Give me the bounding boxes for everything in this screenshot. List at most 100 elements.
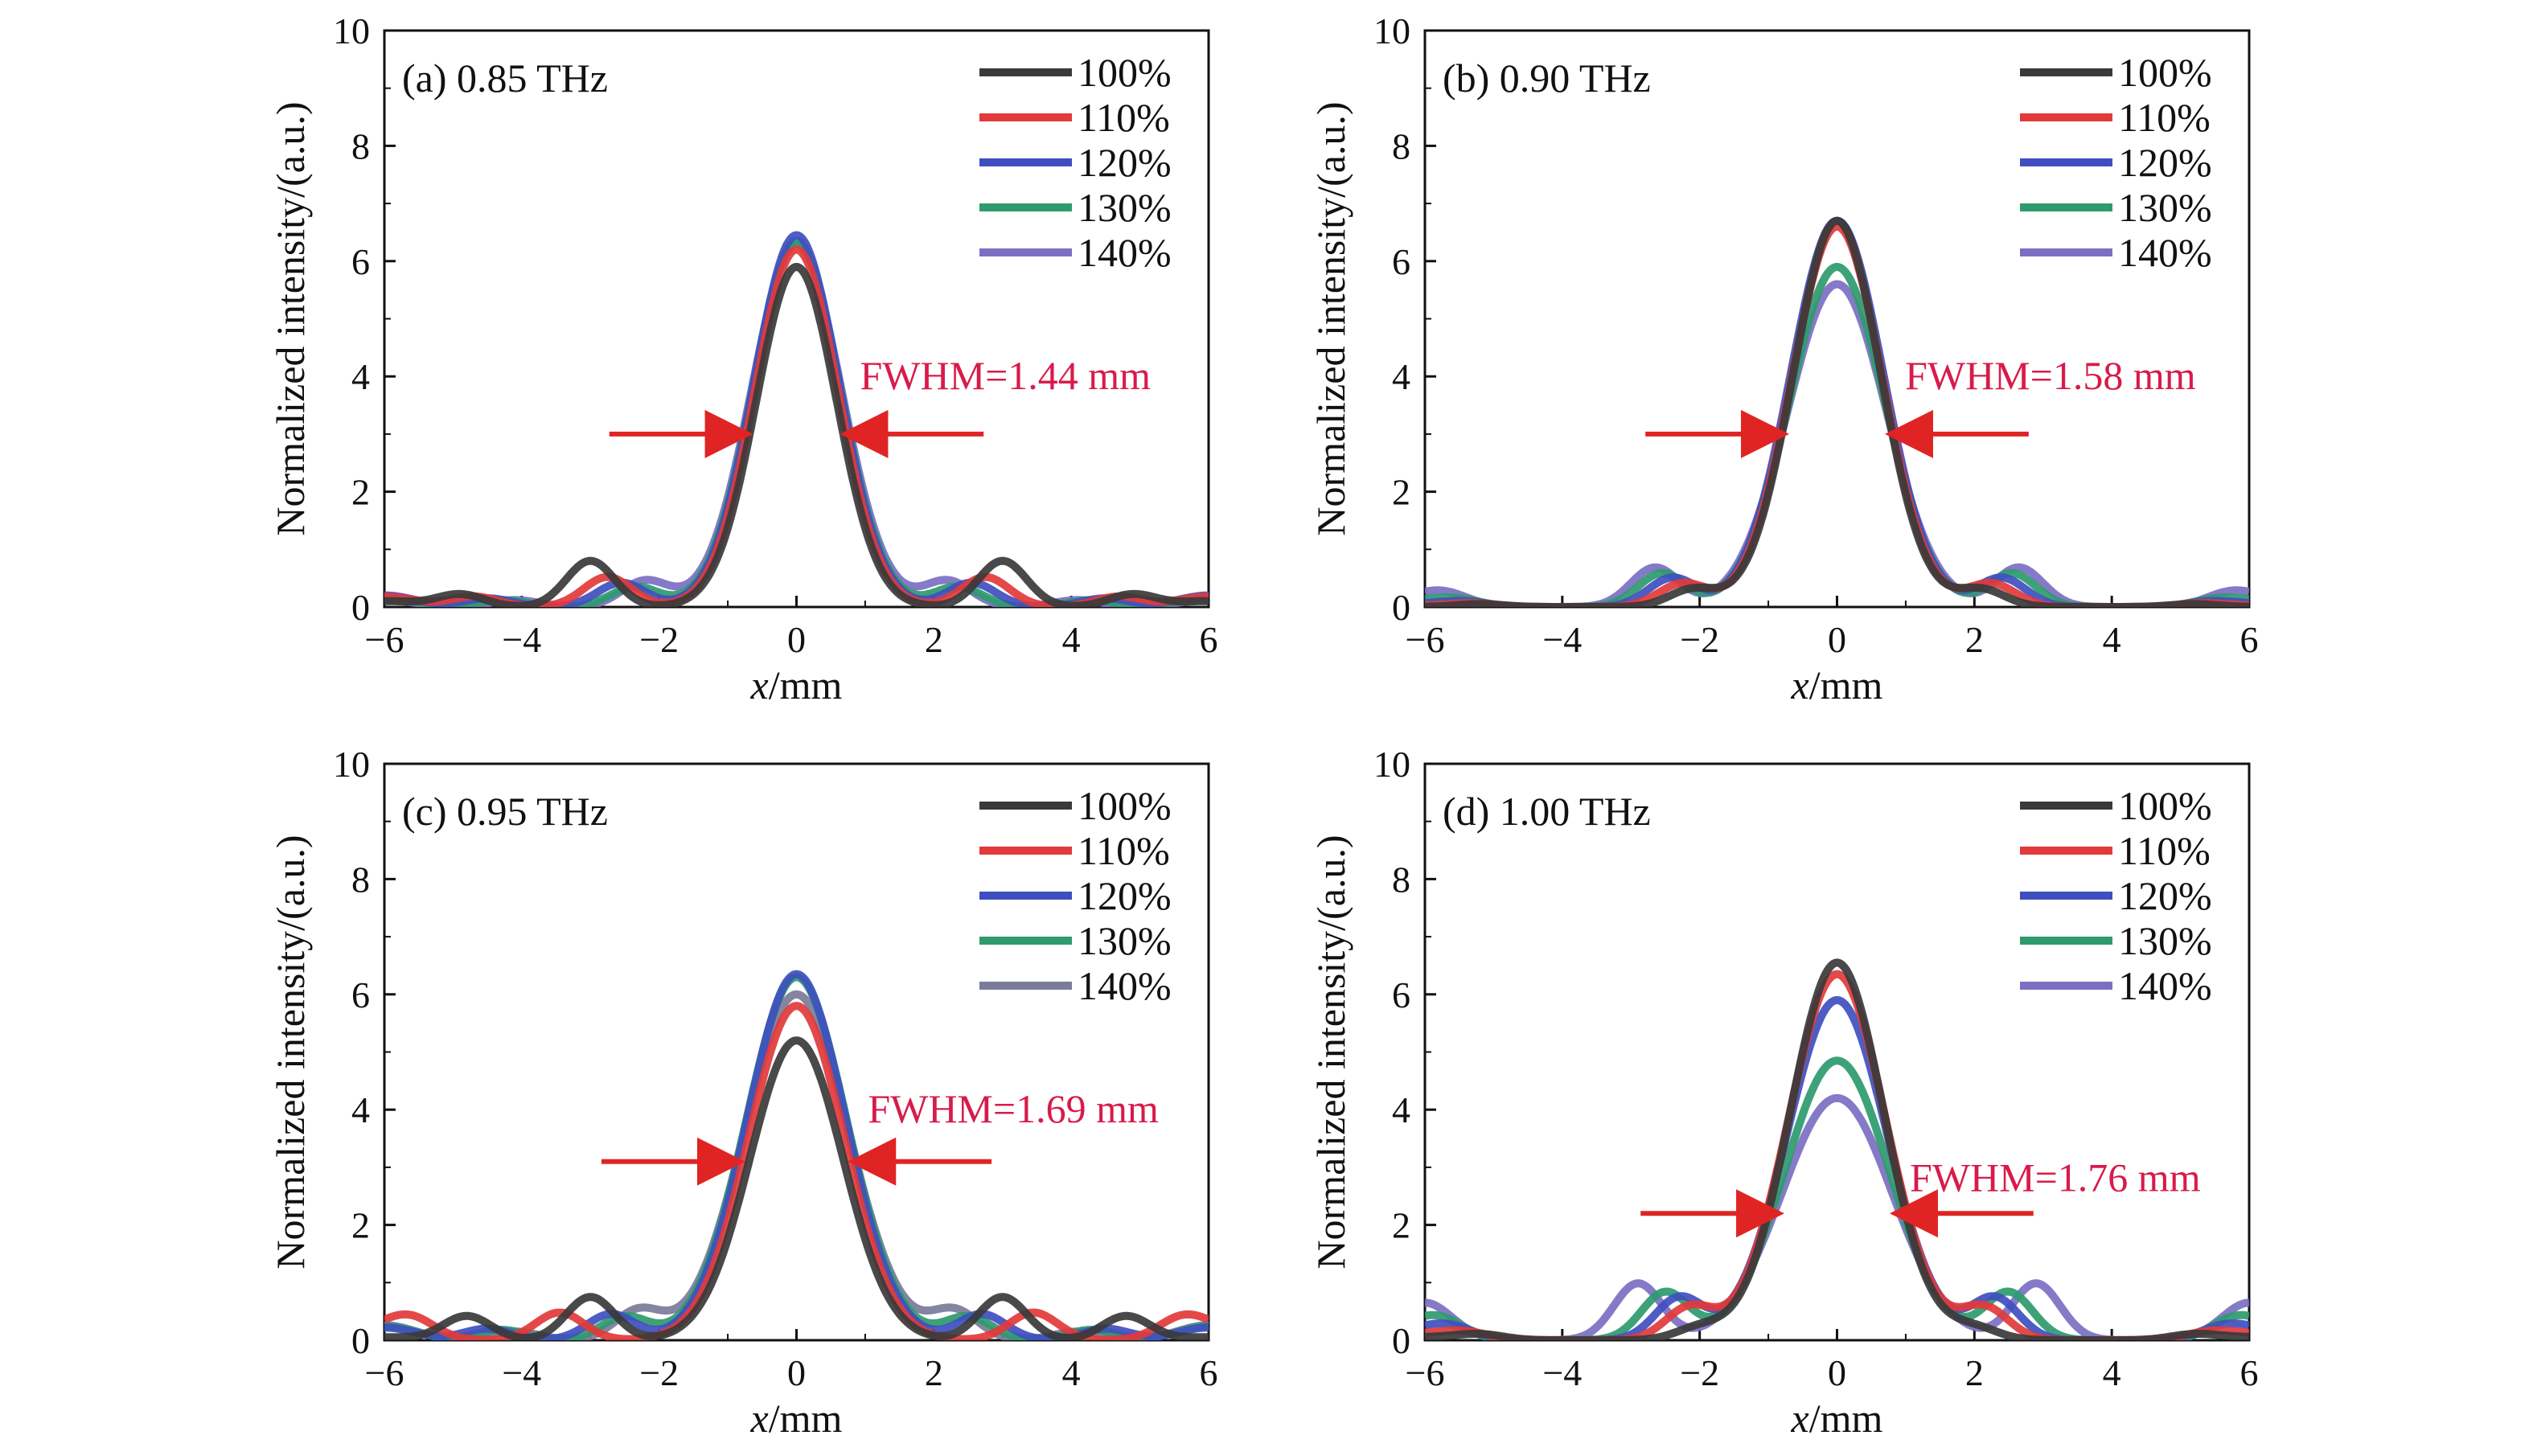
- series-line-140pct: [1425, 280, 2249, 607]
- x-tick-label: 4: [1062, 1352, 1081, 1393]
- series-line-120pct: [384, 970, 1209, 1340]
- series-line-140pct: [1425, 1093, 2249, 1340]
- series-group: [384, 231, 1209, 607]
- y-tick-label: 10: [1373, 10, 1410, 51]
- series-line-130pct: [1425, 263, 2249, 607]
- legend-label: 100%: [2118, 783, 2212, 828]
- y-tick-label: 8: [351, 125, 370, 166]
- legend-label: 120%: [2118, 873, 2212, 918]
- x-tick-label: −2: [1680, 1352, 1719, 1393]
- fwhm-annotation: FWHM=1.58 mm: [1905, 353, 2196, 398]
- y-tick-label: 2: [351, 472, 370, 513]
- legend-label: 130%: [2118, 185, 2212, 230]
- x-tick-label: 0: [787, 619, 806, 660]
- legend-label: 100%: [1078, 783, 1172, 828]
- legend-label: 110%: [2118, 828, 2211, 873]
- x-axis-label: x/mm: [750, 1396, 843, 1441]
- y-tick-label: 0: [351, 587, 370, 628]
- panel-label: (a) 0.85 THz: [402, 55, 608, 100]
- x-axis-label-unit: /mm: [769, 1396, 843, 1441]
- x-tick-label: −4: [1542, 1352, 1582, 1393]
- y-tick-label: 8: [351, 859, 370, 900]
- x-tick-label: 4: [2103, 619, 2121, 660]
- series-line-110pct: [384, 1002, 1209, 1340]
- x-tick-label: −2: [639, 1352, 679, 1393]
- x-tick-label: −2: [639, 619, 679, 660]
- y-tick-label: 0: [1392, 587, 1410, 628]
- series-line-120pct: [1425, 216, 2249, 607]
- x-tick-label: −6: [365, 619, 404, 660]
- x-tick-label: 0: [1828, 619, 1846, 660]
- x-tick-label: −4: [1542, 619, 1582, 660]
- y-tick-label: 4: [1392, 1089, 1410, 1130]
- y-tick-label: 6: [1392, 241, 1410, 282]
- series-line-130pct: [384, 973, 1209, 1340]
- y-tick-label: 8: [1392, 859, 1410, 900]
- y-tick-label: 6: [351, 974, 370, 1015]
- y-tick-label: 10: [1373, 744, 1410, 785]
- y-tick-label: 4: [351, 1089, 370, 1130]
- x-axis-label-unit: /mm: [1809, 662, 1883, 707]
- x-tick-label: 6: [2240, 619, 2259, 660]
- x-axis-label-variable: x: [1791, 1396, 1809, 1441]
- chart-panel-3: −6 −4 −2 0 2 4 6 0 2 4 6 8 10 x/mm Normalized intensit…: [268, 744, 1218, 1441]
- y-axis-label: Normalized intensity/(a.u.): [1308, 101, 1353, 535]
- chart-panel-1: −6 −4 −2 0 2 4 6 0 2 4 6 8 10 x/mm Normalized intensit…: [268, 10, 1218, 707]
- x-tick-label: −2: [1680, 619, 1719, 660]
- series-line-120pct: [1425, 996, 2249, 1340]
- x-axis-label: x/mm: [750, 662, 843, 707]
- x-axis-label: x/mm: [1791, 1396, 1883, 1441]
- panel-label: (c) 0.95 THz: [402, 789, 608, 834]
- series-line-120pct: [384, 231, 1209, 607]
- legend-label: 140%: [1078, 230, 1172, 275]
- panel-label: (d) 1.00 THz: [1443, 789, 1651, 834]
- x-axis-label-unit: /mm: [1809, 1396, 1883, 1441]
- x-tick-label: 4: [2103, 1352, 2121, 1393]
- x-tick-label: 6: [1200, 1352, 1218, 1393]
- series-line-140pct: [384, 990, 1209, 1340]
- x-axis-label: x/mm: [1791, 662, 1883, 707]
- fwhm-annotation: FWHM=1.44 mm: [860, 353, 1152, 398]
- series-line-110pct: [384, 245, 1209, 607]
- x-tick-label: 2: [1965, 1352, 1984, 1393]
- series-group: [1425, 958, 2249, 1340]
- x-tick-label: 6: [2240, 1352, 2259, 1393]
- x-axis-label-unit: /mm: [769, 662, 843, 707]
- x-tick-label: −6: [365, 1352, 404, 1393]
- y-tick-label: 2: [1392, 1205, 1410, 1246]
- legend-label: 100%: [2118, 50, 2212, 95]
- y-tick-label: 2: [1392, 472, 1410, 513]
- legend-label: 130%: [1078, 185, 1172, 230]
- x-tick-label: 0: [787, 1352, 806, 1393]
- y-tick-label: 6: [351, 241, 370, 282]
- x-tick-label: 0: [1828, 1352, 1846, 1393]
- series-line-100pct: [384, 1036, 1209, 1340]
- series-group: [384, 970, 1209, 1340]
- series-line-130pct: [1425, 1056, 2249, 1340]
- y-tick-label: 6: [1392, 974, 1410, 1015]
- fwhm-annotation: FWHM=1.69 mm: [868, 1086, 1159, 1131]
- y-tick-label: 2: [351, 1205, 370, 1246]
- x-tick-label: 2: [925, 1352, 943, 1393]
- legend-label: 120%: [1078, 873, 1172, 918]
- series-line-110pct: [1425, 222, 2249, 607]
- legend-label: 120%: [1078, 140, 1172, 185]
- y-axis-label: Normalized intensity/(a.u.): [268, 101, 313, 535]
- x-tick-label: 2: [1965, 619, 1984, 660]
- x-axis-label-variable: x: [750, 662, 769, 707]
- x-tick-label: −4: [502, 619, 541, 660]
- series-line-140pct: [384, 240, 1209, 607]
- x-axis-label-variable: x: [750, 1396, 769, 1441]
- x-tick-label: −6: [1406, 1352, 1445, 1393]
- series-line-110pct: [1425, 970, 2249, 1340]
- legend-label: 110%: [1078, 828, 1170, 873]
- series-line-100pct: [384, 263, 1209, 607]
- y-tick-label: 0: [1392, 1320, 1410, 1361]
- x-tick-label: 2: [925, 619, 943, 660]
- y-axis-label: Normalized intensity/(a.u.): [268, 835, 313, 1269]
- x-tick-label: −4: [502, 1352, 541, 1393]
- y-tick-label: 10: [333, 744, 370, 785]
- panel-label: (b) 0.90 THz: [1443, 55, 1651, 100]
- y-tick-label: 8: [1392, 125, 1410, 166]
